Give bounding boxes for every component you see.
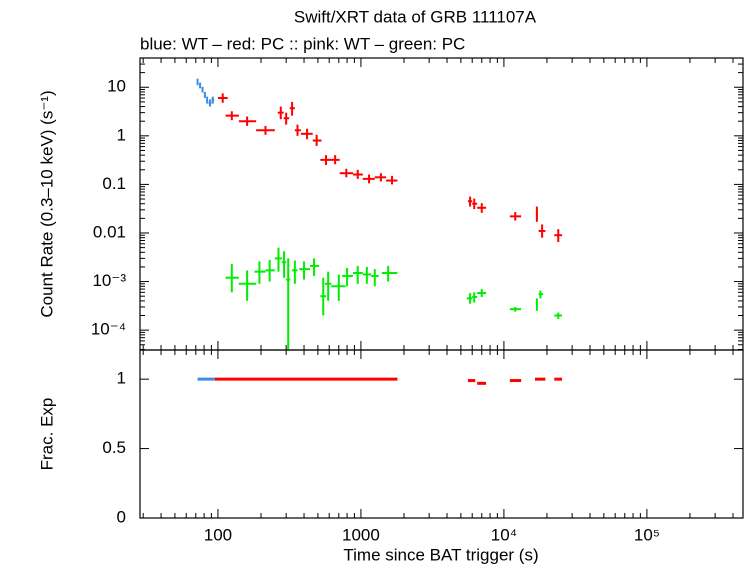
y-tick-label: 0.1 [102, 174, 126, 193]
y-tick-label: 1 [117, 125, 126, 144]
y-tick-label: 10⁻³ [92, 271, 126, 290]
y-tick-label: 1 [117, 369, 126, 388]
top-panel-frame [139, 57, 744, 351]
legend-text: blue: WT – red: PC :: pink: WT – green: … [140, 34, 465, 53]
y-tick-label: 10⁻⁴ [91, 320, 126, 339]
x-tick-label: 10⁵ [634, 525, 660, 544]
chart-title: Swift/XRT data of GRB 111107A [294, 7, 537, 26]
bottom-panel-frame [139, 349, 744, 519]
x-axis-label: Time since BAT trigger (s) [343, 545, 538, 564]
y-axis-label: Frac. Exp [37, 398, 56, 471]
y-tick-label: 10 [107, 77, 126, 96]
x-tick-label: 1000 [342, 525, 380, 544]
y-tick-label: 0 [117, 507, 126, 526]
y-axis-label: Count Rate (0.3–10 keV) (s⁻¹) [37, 90, 56, 317]
x-tick-label: 100 [204, 525, 232, 544]
y-tick-label: 0.01 [93, 222, 126, 241]
x-tick-label: 10⁴ [491, 525, 517, 544]
y-tick-label: 0.5 [102, 438, 126, 457]
